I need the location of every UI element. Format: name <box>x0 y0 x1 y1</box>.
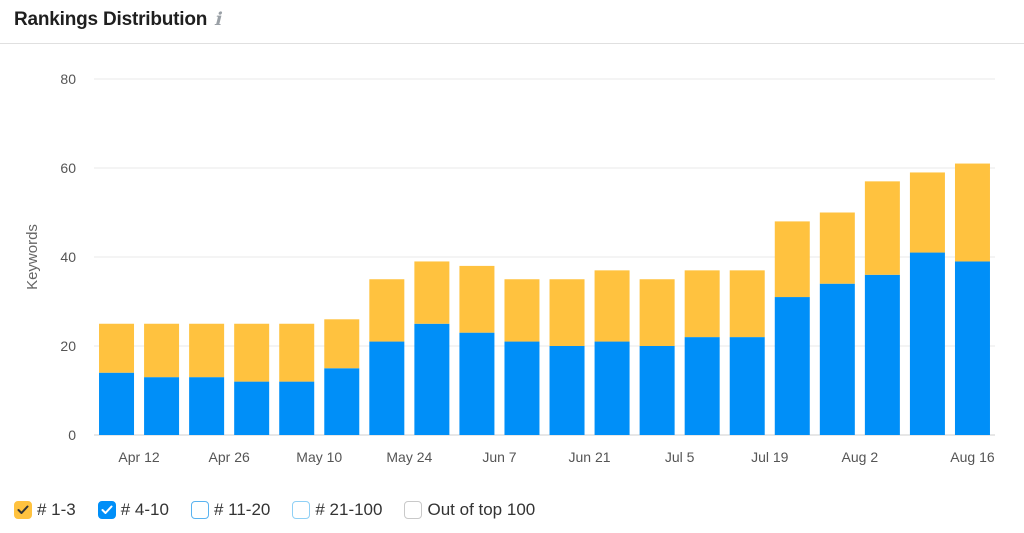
bar-1-3 <box>369 279 405 342</box>
checkbox-11-20[interactable] <box>190 501 209 519</box>
bar-1-3 <box>729 270 765 338</box>
info-icon[interactable]: ℹ <box>214 9 221 30</box>
x-tick-label: Apr 12 <box>118 449 159 465</box>
legend-item-out-of-top-100[interactable]: Out of top 100 <box>404 500 535 520</box>
bar-1-3 <box>324 319 360 369</box>
bar-4-10 <box>234 381 270 435</box>
x-tick-label: May 24 <box>386 449 432 465</box>
bar-1-3 <box>144 323 180 378</box>
x-tick-label: Jul 5 <box>665 449 695 465</box>
x-tick-label: Apr 26 <box>209 449 250 465</box>
bar-1-3 <box>819 212 855 284</box>
rankings-bar-chart: 0 20 40 60 80 Keywords Apr 12 Apr 26 May 10 May 2… <box>24 71 995 465</box>
bar-1-3 <box>504 279 540 342</box>
widget-title: Rankings Distribution <box>14 9 208 30</box>
bar-4-10 <box>99 372 135 435</box>
bar-1-3 <box>189 323 225 378</box>
bar-1-3 <box>414 261 450 324</box>
bar-1-3 <box>954 163 990 262</box>
bar-4-10 <box>144 377 180 435</box>
legend-item-1-3[interactable]: # 1-3 <box>14 500 76 520</box>
bar-1-3 <box>594 270 630 342</box>
x-tick-label: May 10 <box>296 449 342 465</box>
x-tick-label: Jun 7 <box>482 449 516 465</box>
y-tick-label: 20 <box>60 338 76 354</box>
bar-1-3 <box>549 279 585 346</box>
legend-label: Out of top 100 <box>427 500 536 519</box>
bar-4-10 <box>774 297 810 435</box>
bar-4-10 <box>369 341 405 435</box>
bar-1-3 <box>774 221 810 298</box>
bar-4-10 <box>729 337 765 435</box>
bar-1-3 <box>459 265 495 333</box>
bar-4-10 <box>819 283 855 435</box>
legend-label: # 21-100 <box>315 500 383 519</box>
legend-label: # 4-10 <box>120 500 169 519</box>
bar-4-10 <box>414 323 450 435</box>
y-tick-label: 80 <box>60 71 76 87</box>
bar-1-3 <box>864 181 900 275</box>
bar-4-10 <box>504 341 540 435</box>
bar-4-10 <box>189 377 225 435</box>
bar-4-10 <box>324 368 360 435</box>
bar-4-10 <box>909 252 945 435</box>
bar-1-3 <box>279 323 315 382</box>
bar-4-10 <box>279 381 315 435</box>
legend-label: # 1-3 <box>37 500 76 519</box>
x-tick-label: Aug 16 <box>950 449 995 465</box>
x-tick-label: Jul 19 <box>751 449 789 465</box>
y-tick-label: 40 <box>60 249 76 265</box>
bar-1-3 <box>684 270 720 338</box>
y-tick-label: 60 <box>60 160 76 176</box>
bar-1-3 <box>234 323 270 382</box>
legend-label: # 11-20 <box>213 500 271 519</box>
check-icon <box>17 505 29 514</box>
legend: # 1-3 # 4-10 # 11-20 # 21-100 Out of top… <box>14 499 557 521</box>
bar-4-10 <box>954 261 990 435</box>
y-tick-label: 0 <box>68 427 76 443</box>
bar-1-3 <box>99 323 135 373</box>
x-tick-label: Aug 2 <box>842 449 879 465</box>
bar-4-10 <box>864 274 900 435</box>
legend-item-4-10[interactable]: # 4-10 <box>97 500 169 520</box>
bar-4-10 <box>639 346 675 435</box>
checkbox-4-10[interactable] <box>97 501 116 519</box>
bar-1-3 <box>909 172 945 253</box>
legend-item-21-100[interactable]: # 21-100 <box>292 500 382 520</box>
checkbox-1-3[interactable] <box>14 501 32 519</box>
x-tick-label: Jun 21 <box>569 449 611 465</box>
bar-4-10 <box>684 337 720 435</box>
legend-item-11-20[interactable]: # 11-20 <box>190 500 271 520</box>
y-axis-label: Keywords <box>24 224 41 290</box>
checkbox-out-of-top-100[interactable] <box>404 501 423 519</box>
bar-1-3 <box>639 279 675 346</box>
checkbox-21-100[interactable] <box>292 501 311 519</box>
widget-header: Rankings Distribution ℹ <box>0 0 1024 44</box>
bar-4-10 <box>594 341 630 435</box>
check-icon <box>101 505 113 514</box>
bar-4-10 <box>459 332 495 435</box>
bar-4-10 <box>549 346 585 435</box>
